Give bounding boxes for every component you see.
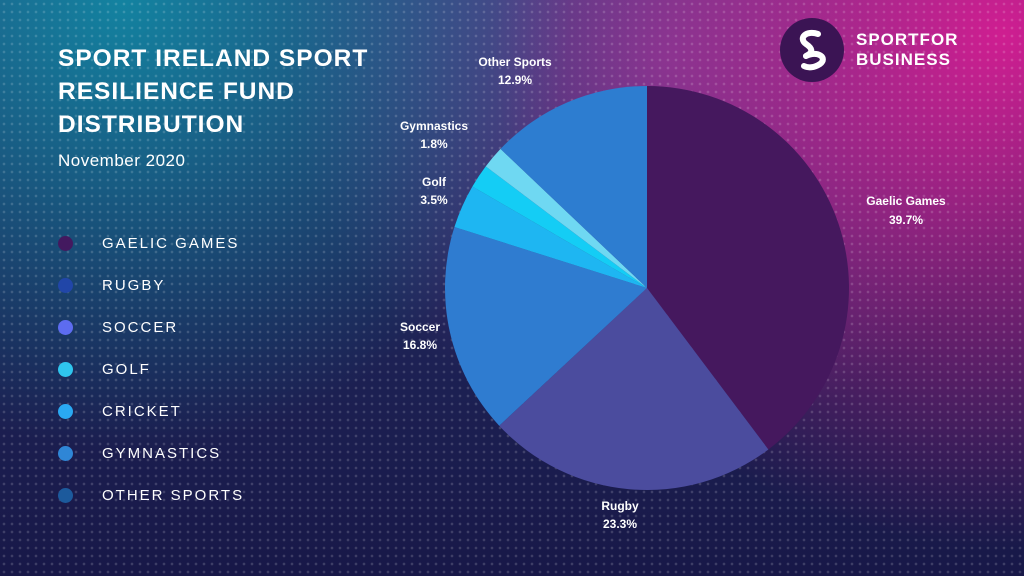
legend-item-cricket: Cricket [58,390,244,432]
pie-label-value: 12.9% [498,73,532,87]
legend-item-golf: Golf [58,348,244,390]
legend-label: Golf [102,360,151,378]
pie-slice-rugby [499,288,769,490]
legend-swatch [58,277,73,293]
legend-label: Rugby [102,276,166,294]
legend-swatch [58,361,73,377]
logo: SPORTFOR BUSINESS [780,18,958,82]
legend-label: Gaelic Games [102,234,240,252]
legend-swatch [58,235,73,251]
legend-swatch [58,487,73,503]
pie-slice-gaelic-games [647,86,849,450]
logo-line-2: BUSINESS [856,50,951,69]
legend-swatch [58,403,73,419]
legend-item-other-sports: Other Sports [58,474,244,516]
legend-swatch [58,445,73,461]
sb-logo-icon [799,30,826,71]
chart-title: Sport Ireland Sport Resilience Fund Dist… [58,45,369,138]
legend-item-soccer: Soccer [58,306,244,348]
legend-item-gaelic-games: Gaelic Games [58,222,244,264]
legend-item-rugby: Rugby [58,264,244,306]
pie-label-value: 3.5% [420,193,448,207]
pie-slice-other-sports [500,86,647,288]
pie-label-value: 1.8% [420,137,448,151]
legend-label: Gymnastics [102,444,222,462]
pie-label-value: 39.7% [889,213,923,227]
pie-label-name: Gaelic Games [866,194,946,208]
legend: Gaelic Games Rugby Soccer Golf Cricket G… [58,222,244,516]
pie-label-name: Golf [422,175,447,189]
legend-label: Cricket [102,402,182,420]
pie-label-name: Soccer [400,320,440,334]
legend-label: Other Sports [102,486,245,504]
legend-swatch [58,319,73,335]
pie-slice-cricket [472,166,647,288]
pie-slice-gymnastics [485,148,647,288]
legend-label: Soccer [102,318,179,336]
logo-mark [780,18,844,82]
legend-item-gymnastics: Gymnastics [58,432,244,474]
pie-label-value: 23.3% [603,517,637,531]
pie-slice-golf [454,186,647,288]
pie-label-value: 16.8% [403,338,437,352]
pie-slice-soccer [444,227,647,426]
pie-label-name: Gymnastics [400,119,468,133]
pie-label-name: Rugby [601,499,639,513]
pie-label-name: Other Sports [478,55,552,69]
logo-text: SPORTFOR BUSINESS [856,30,958,70]
chart-subtitle: November 2020 [58,151,186,170]
logo-line-1: SPORTFOR [856,30,959,49]
